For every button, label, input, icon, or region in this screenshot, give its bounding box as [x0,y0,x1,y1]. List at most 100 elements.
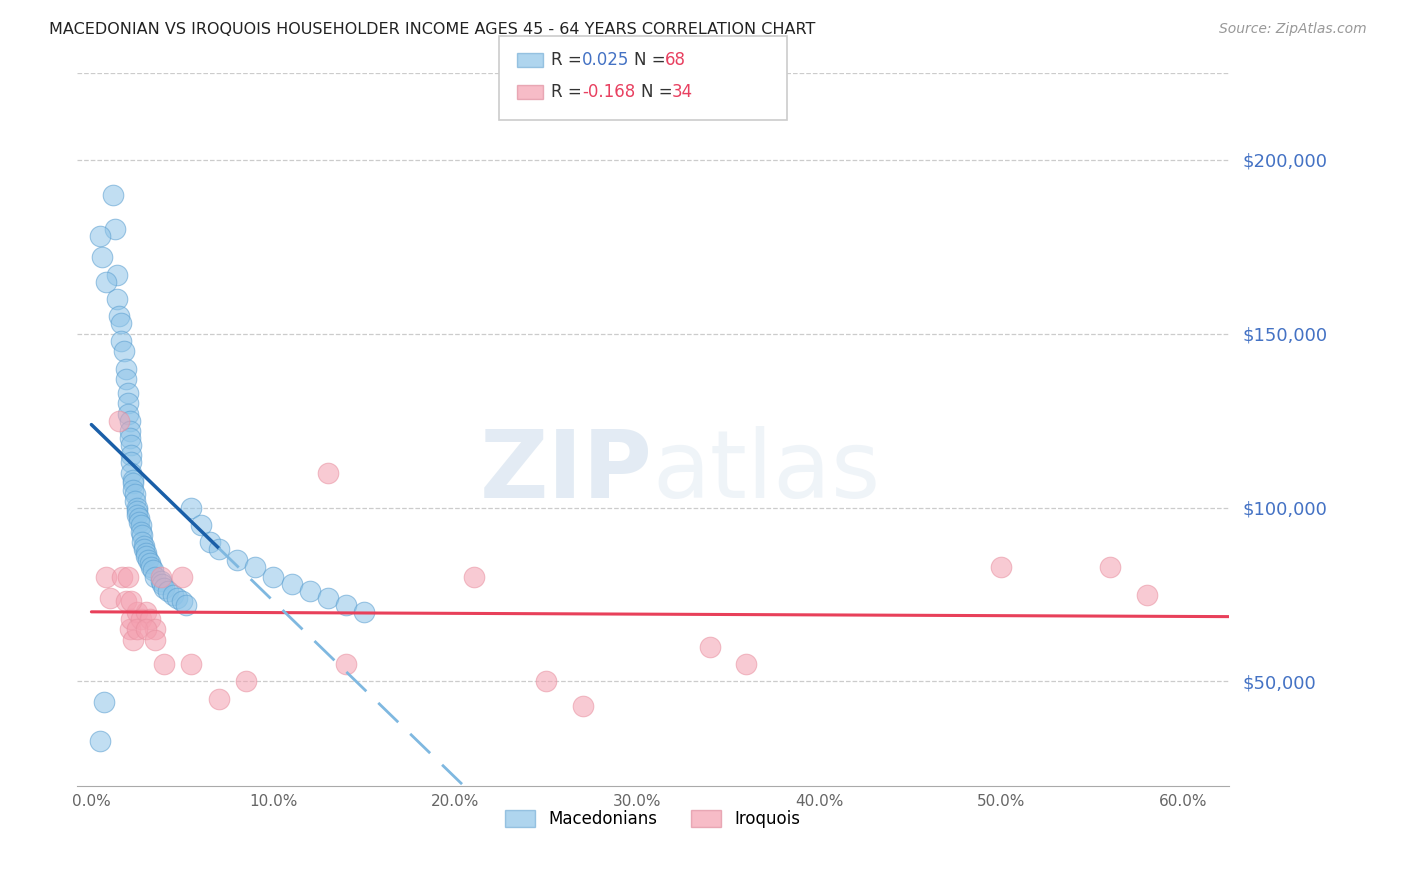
Point [94,570,117,584]
Text: N =: N = [641,83,678,101]
Point [141,559,163,574]
Point [124,493,146,508]
Point [89,229,111,244]
Point [110,334,132,348]
Point [735,657,758,671]
Point [162,588,184,602]
Point [149,574,172,588]
Point [122,473,145,487]
Point [135,623,157,637]
Point [699,640,721,654]
Point [571,698,593,713]
Point [111,570,134,584]
Point [335,598,357,612]
Point [110,316,132,330]
Point [208,542,231,557]
Point [156,584,179,599]
Point [120,438,142,452]
Point [198,535,221,549]
Point [118,431,141,445]
Point [129,524,152,539]
Point [536,674,558,689]
Point [125,508,148,522]
Point [118,424,141,438]
Point [128,511,150,525]
Text: 68: 68 [665,51,686,69]
Point [243,559,266,574]
Point [122,483,145,498]
Text: R =: R = [551,83,588,101]
Text: N =: N = [634,51,671,69]
Point [153,581,176,595]
Point [125,605,148,619]
Point [118,414,141,428]
Point [120,455,142,469]
Point [174,598,197,612]
Point [166,591,188,605]
Text: ZIP: ZIP [479,426,652,518]
Point [280,577,302,591]
Point [316,466,339,480]
Point [122,476,145,491]
Point [117,385,139,400]
Point [103,187,125,202]
Point [124,486,146,500]
Point [115,361,138,376]
Point [135,605,157,619]
Point [335,657,357,671]
Point [172,570,194,584]
Point [89,733,111,747]
Text: 34: 34 [672,83,693,101]
Point [117,396,139,410]
Point [107,310,129,324]
Point [105,268,128,282]
Text: -0.168: -0.168 [582,83,636,101]
Point [153,657,176,671]
Point [94,275,117,289]
Point [463,570,485,584]
Point [93,695,115,709]
Point [298,584,321,599]
Point [129,612,152,626]
Point [150,577,173,591]
Point [131,528,153,542]
Point [190,518,212,533]
Point [134,542,156,557]
Point [118,623,141,637]
Point [136,553,159,567]
Text: 0.025: 0.025 [582,51,630,69]
Point [1136,588,1159,602]
Point [104,222,127,236]
Point [262,570,284,584]
Point [120,612,142,626]
Point [143,570,166,584]
Point [235,674,257,689]
Point [120,594,142,608]
Point [143,623,166,637]
Point [135,549,157,564]
Point [172,594,194,608]
Point [125,504,148,518]
Point [125,623,148,637]
Point [120,449,142,463]
Point [115,372,138,386]
Text: atlas: atlas [652,426,882,518]
Point [142,563,165,577]
Point [112,344,135,359]
Text: R =: R = [551,51,588,69]
Point [117,407,139,421]
Text: Source: ZipAtlas.com: Source: ZipAtlas.com [1219,22,1367,37]
Point [115,594,138,608]
Point [180,500,202,515]
Point [98,591,121,605]
Point [131,535,153,549]
Point [128,515,150,529]
Point [105,292,128,306]
Point [120,466,142,480]
Point [134,539,156,553]
Point [138,612,160,626]
Point [143,632,166,647]
Point [316,591,339,605]
Point [125,500,148,515]
Point [353,605,375,619]
